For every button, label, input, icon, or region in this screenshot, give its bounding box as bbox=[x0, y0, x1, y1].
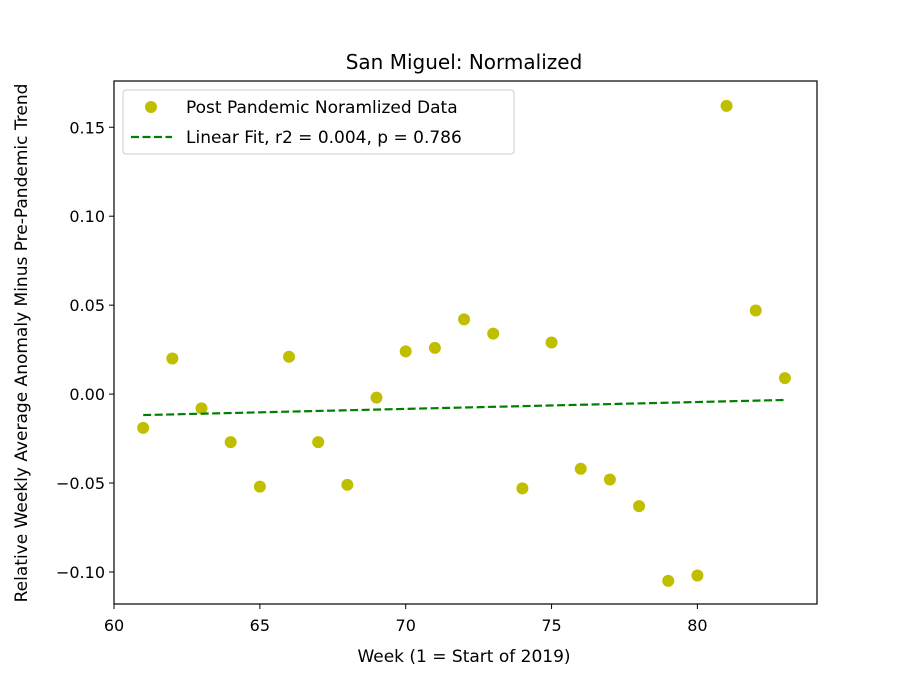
y-axis-label: Relative Weekly Average Anomaly Minus Pr… bbox=[12, 84, 32, 603]
axes-frame bbox=[113, 80, 818, 605]
data-point bbox=[137, 421, 150, 434]
fit-line bbox=[143, 398, 785, 417]
x-tick-label: 75 bbox=[541, 616, 561, 635]
x-tick-label: 80 bbox=[687, 616, 707, 635]
y-tick-label: 0.00 bbox=[69, 385, 105, 404]
y-tick-label: 0.10 bbox=[69, 207, 105, 226]
data-point bbox=[312, 436, 325, 449]
data-point bbox=[662, 574, 675, 587]
data-point bbox=[633, 500, 646, 513]
data-point bbox=[749, 304, 762, 317]
data-point bbox=[720, 99, 733, 112]
legend-box bbox=[122, 89, 515, 155]
data-point bbox=[691, 569, 704, 582]
data-point bbox=[516, 482, 529, 495]
legend-label: Post Pandemic Noramlized Data bbox=[186, 98, 458, 118]
legend-point-marker bbox=[145, 101, 157, 113]
y-tick-label: 0.15 bbox=[69, 118, 105, 137]
data-point bbox=[166, 352, 179, 365]
data-point bbox=[428, 341, 441, 354]
x-tick-label: 60 bbox=[104, 616, 124, 635]
data-point bbox=[253, 480, 266, 493]
x-tick-label: 70 bbox=[396, 616, 416, 635]
data-point bbox=[458, 313, 471, 326]
legend: Post Pandemic Noramlized Data Linear Fit,… bbox=[122, 89, 515, 155]
x-axis-label: Week (1 = Start of 2019) bbox=[357, 647, 570, 667]
y-tick-label: −0.05 bbox=[56, 474, 105, 493]
data-point bbox=[487, 327, 500, 340]
chart-title: San Miguel: Normalized bbox=[346, 50, 583, 74]
y-tick-label: −0.10 bbox=[56, 563, 105, 582]
data-point bbox=[195, 402, 208, 415]
data-point bbox=[224, 436, 237, 449]
data-point bbox=[399, 345, 412, 358]
data-point bbox=[545, 336, 558, 349]
legend-label: Linear Fit, r2 = 0.004, p = 0.786 bbox=[186, 128, 462, 148]
x-tick-label: 65 bbox=[250, 616, 270, 635]
data-point bbox=[341, 478, 354, 491]
plot-area: 60 65 70 75 80 −0.10 −0.05 0.00 0.05 0.10 0.15 bbox=[56, 80, 818, 635]
data-point bbox=[370, 391, 383, 404]
data-point bbox=[574, 462, 587, 475]
data-point bbox=[778, 372, 791, 385]
data-point bbox=[283, 350, 296, 363]
data-point bbox=[603, 473, 616, 486]
y-tick-label: 0.05 bbox=[69, 296, 105, 315]
